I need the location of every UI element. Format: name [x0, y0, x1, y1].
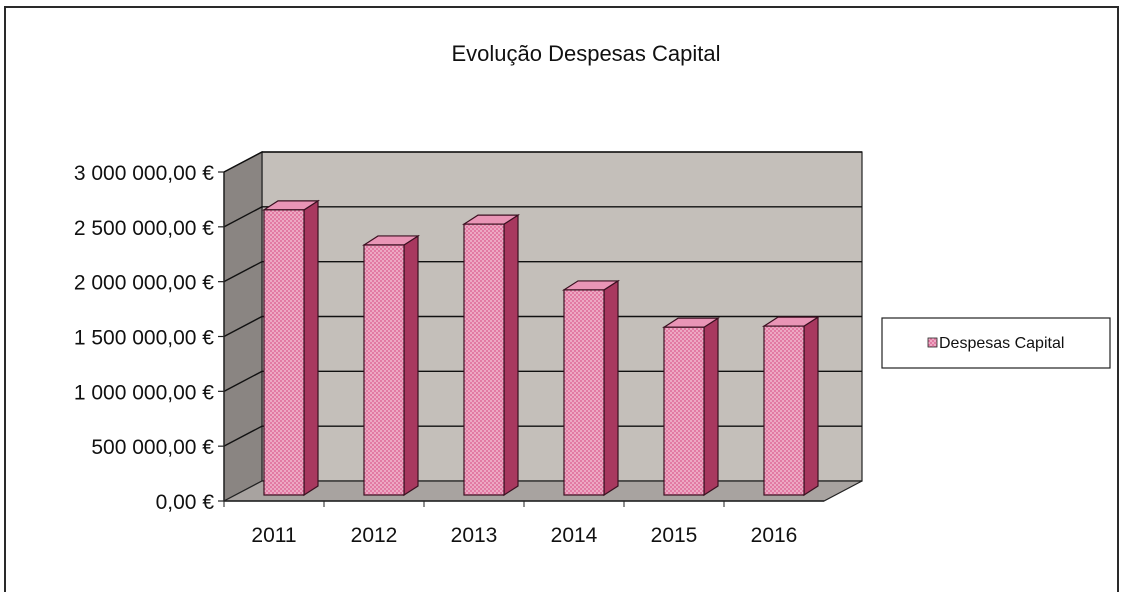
bar: [761, 316, 821, 497]
chart-frame: Evolução Despesas Capital 0,00 € 500 000,…: [4, 6, 1119, 592]
x-axis-ticks: 2011 2012 2013 2014 2015 2016: [223, 500, 824, 547]
gridline: [223, 260, 862, 283]
chart-title: Evolução Despesas Capital: [451, 41, 720, 66]
legend-label: Despesas Capital: [939, 335, 1064, 352]
y-tick-label: 500 000,00 €: [91, 436, 214, 459]
bar-side: [503, 214, 519, 497]
bar: [461, 214, 521, 497]
y-tick-label: 2 000 000,00 €: [74, 272, 214, 295]
bar-side: [803, 316, 819, 497]
x-tick-label: 2011: [251, 524, 296, 547]
gridline: [223, 206, 862, 228]
x-tick-label: 2014: [551, 524, 598, 547]
bar-front: [263, 209, 305, 496]
y-tick-label: 0,00 €: [156, 491, 215, 514]
bar-side: [403, 234, 419, 497]
gridline: [223, 370, 862, 392]
bar-side: [303, 199, 319, 497]
gridline: [223, 315, 862, 338]
bar-front: [363, 244, 405, 496]
bar: [261, 199, 321, 497]
legend-box: [881, 317, 1111, 369]
bar-front: [663, 326, 705, 496]
y-tick-label: 1 000 000,00 €: [74, 381, 214, 404]
chart-svg: Evolução Despesas Capital 0,00 € 500 000,…: [74, 41, 1111, 547]
y-tick-label: 1 500 000,00 €: [74, 327, 214, 350]
y-tick-label: 3 000 000,00 €: [74, 162, 214, 185]
bar-front: [763, 325, 805, 496]
y-tick-label: 2 500 000,00 €: [74, 217, 214, 240]
x-tick-label: 2012: [351, 524, 398, 547]
x-tick-label: 2016: [751, 524, 798, 547]
bar: [361, 234, 421, 497]
bar: [561, 279, 621, 497]
bar-side: [603, 279, 619, 497]
gridline: [223, 425, 862, 447]
bar-side: [703, 317, 719, 497]
x-tick-label: 2015: [651, 524, 698, 547]
bars: [261, 199, 821, 497]
legend-swatch: [927, 337, 938, 348]
x-tick-label: 2013: [451, 524, 498, 547]
bar-front: [463, 223, 505, 496]
gridline: [223, 151, 862, 173]
bar-front: [563, 289, 605, 496]
bar: [661, 317, 721, 497]
gridlines: [223, 151, 862, 447]
legend: Despesas Capital: [881, 317, 1111, 369]
y-axis-ticks: 0,00 € 500 000,00 € 1 000 000,00 € 1 500 00…: [74, 162, 225, 514]
